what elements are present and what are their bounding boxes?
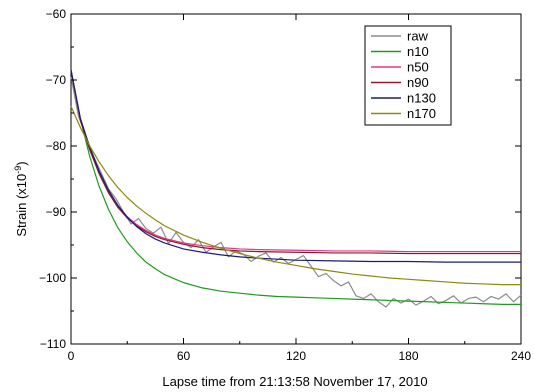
legend-label-raw: raw bbox=[407, 29, 429, 44]
legend-label-n170: n170 bbox=[407, 106, 436, 121]
y-tick-label: −100 bbox=[39, 271, 66, 285]
legend-box bbox=[364, 25, 452, 126]
series-line-n130 bbox=[70, 69, 521, 263]
series-line-n170 bbox=[70, 106, 521, 286]
x-axis-title: Lapse time from 21:13:58 November 17, 20… bbox=[162, 374, 427, 389]
y-tick-label: −80 bbox=[46, 139, 67, 153]
x-tick-label: 180 bbox=[398, 349, 418, 363]
y-tick-label: −110 bbox=[40, 337, 66, 351]
y-axis-title-close: ) bbox=[14, 161, 29, 165]
x-tick-label: 60 bbox=[177, 349, 191, 363]
axes: 0 60 120 180 240 −110 −100 −90 −80 −70 −60 bbox=[39, 7, 531, 363]
legend-label-n90: n90 bbox=[407, 75, 429, 90]
y-tick-label: −90 bbox=[46, 205, 67, 219]
series-lines bbox=[70, 69, 522, 308]
x-tick-label: 0 bbox=[68, 349, 75, 363]
series-line-raw bbox=[70, 76, 522, 308]
svg-text:Strain (x10-9): Strain (x10-9) bbox=[13, 161, 29, 236]
plot-frame bbox=[70, 13, 522, 345]
plot-area bbox=[70, 13, 522, 345]
y-tick-label: −70 bbox=[46, 73, 67, 87]
y-tick-label: −60 bbox=[46, 7, 67, 21]
y-axis-title-base: Strain (x10 bbox=[14, 174, 29, 237]
legend-label-n50: n50 bbox=[407, 60, 429, 75]
x-tick-label: 120 bbox=[286, 349, 306, 363]
legend-label-n130: n130 bbox=[407, 91, 436, 106]
y-axis-title: Strain (x10-9) bbox=[13, 161, 29, 236]
y-axis-title-exponent: -9 bbox=[13, 166, 23, 174]
x-tick-label: 240 bbox=[511, 349, 531, 363]
legend-label-n10: n10 bbox=[407, 44, 429, 59]
series-line-n10 bbox=[70, 69, 521, 305]
series-line-n50 bbox=[70, 69, 521, 253]
series-line-n90 bbox=[70, 69, 521, 255]
